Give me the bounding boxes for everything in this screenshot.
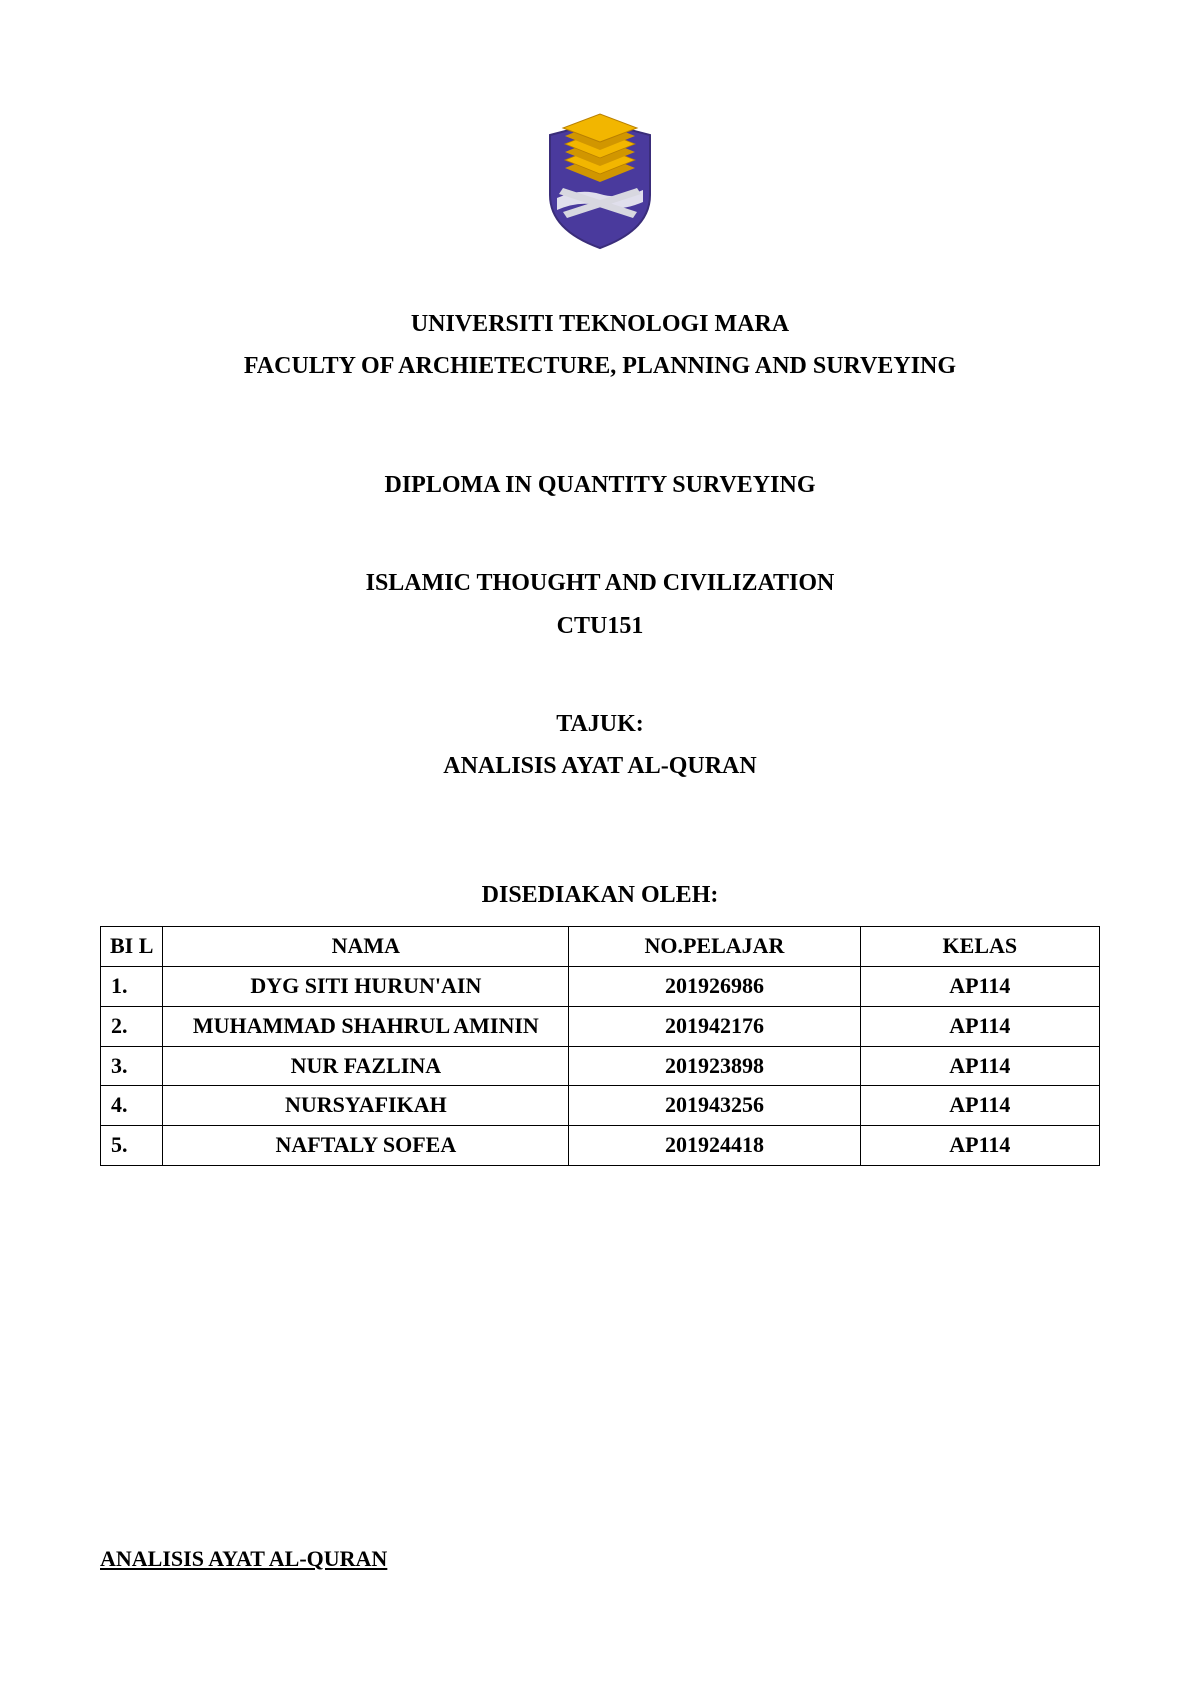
cell-bil: 1. bbox=[101, 966, 163, 1006]
col-header-pelajar: NO.PELAJAR bbox=[569, 927, 860, 967]
cell-pelajar: 201943256 bbox=[569, 1086, 860, 1126]
table-row: 4. NURSYAFIKAH 201943256 AP114 bbox=[101, 1086, 1100, 1126]
cell-kelas: AP114 bbox=[860, 1046, 1099, 1086]
cell-pelajar: 201923898 bbox=[569, 1046, 860, 1086]
section-heading: ANALISIS AYAT AL-QURAN bbox=[100, 1546, 1100, 1572]
cell-kelas: AP114 bbox=[860, 1006, 1099, 1046]
students-table: BI L NAMA NO.PELAJAR KELAS 1. DYG SITI H… bbox=[100, 926, 1100, 1166]
col-header-nama: NAMA bbox=[163, 927, 569, 967]
col-header-kelas: KELAS bbox=[860, 927, 1099, 967]
cell-bil: 2. bbox=[101, 1006, 163, 1046]
col-header-bil: BI L bbox=[101, 927, 163, 967]
logo-container bbox=[100, 110, 1100, 255]
cell-bil: 4. bbox=[101, 1086, 163, 1126]
table-row: 3. NUR FAZLINA 201923898 AP114 bbox=[101, 1046, 1100, 1086]
cell-kelas: AP114 bbox=[860, 1086, 1099, 1126]
cell-pelajar: 201926986 bbox=[569, 966, 860, 1006]
cell-nama: NURSYAFIKAH bbox=[163, 1086, 569, 1126]
cell-nama: NUR FAZLINA bbox=[163, 1046, 569, 1086]
cell-nama: NAFTALY SOFEA bbox=[163, 1126, 569, 1166]
cell-kelas: AP114 bbox=[860, 966, 1099, 1006]
course-code: CTU151 bbox=[100, 607, 1100, 645]
cell-kelas: AP114 bbox=[860, 1126, 1099, 1166]
faculty-name: FACULTY OF ARCHIETECTURE, PLANNING AND S… bbox=[100, 347, 1100, 385]
cell-bil: 3. bbox=[101, 1046, 163, 1086]
table-row: 2. MUHAMMAD SHAHRUL AMININ 201942176 AP1… bbox=[101, 1006, 1100, 1046]
table-header-row: BI L NAMA NO.PELAJAR KELAS bbox=[101, 927, 1100, 967]
table-row: 5. NAFTALY SOFEA 201924418 AP114 bbox=[101, 1126, 1100, 1166]
cell-nama: DYG SITI HURUN'AIN bbox=[163, 966, 569, 1006]
university-name: UNIVERSITI TEKNOLOGI MARA bbox=[100, 305, 1100, 343]
cell-pelajar: 201942176 bbox=[569, 1006, 860, 1046]
cell-bil: 5. bbox=[101, 1126, 163, 1166]
tajuk-label: TAJUK: bbox=[100, 705, 1100, 743]
cell-nama: MUHAMMAD SHAHRUL AMININ bbox=[163, 1006, 569, 1046]
program-name: DIPLOMA IN QUANTITY SURVEYING bbox=[100, 466, 1100, 504]
prepared-by-label: DISEDIAKAN OLEH: bbox=[100, 876, 1100, 914]
cell-pelajar: 201924418 bbox=[569, 1126, 860, 1166]
course-name: ISLAMIC THOUGHT AND CIVILIZATION bbox=[100, 564, 1100, 602]
tajuk-value: ANALISIS AYAT AL-QURAN bbox=[100, 747, 1100, 785]
uitm-logo bbox=[535, 110, 665, 250]
table-row: 1. DYG SITI HURUN'AIN 201926986 AP114 bbox=[101, 966, 1100, 1006]
